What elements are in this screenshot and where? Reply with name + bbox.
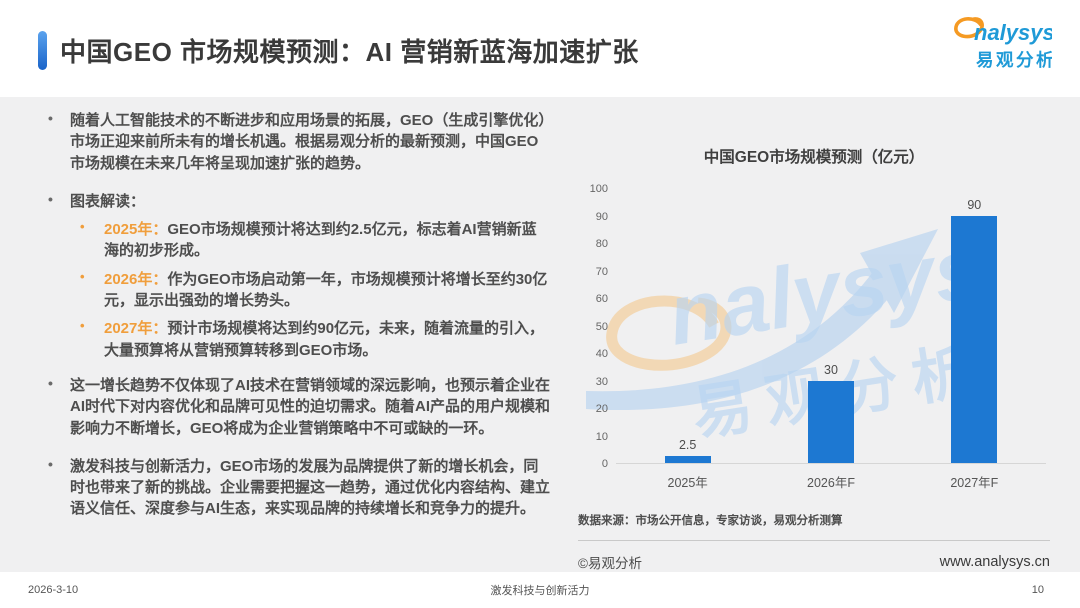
plot-area: 100 90 80 70 60 50 40 30 20 10 0 2.5 30 90 [590,183,1046,470]
sub-bullet-2026: • 2026年：作为GEO市场启动第一年，市场规模预计将增长至约30亿元，显示出… [68,269,550,312]
year-label: 2027年： [104,320,168,338]
y-axis: 100 90 80 70 60 50 40 30 20 10 0 [578,183,608,470]
sub-bullet-2027: • 2027年：预计市场规模将达到约90亿元，未来，随着流量的引入，大量预算将从… [68,318,550,361]
y-tick-label: 90 [595,210,608,223]
y-tick-label: 60 [595,293,608,305]
bullet-dot: • [48,374,53,391]
page-title: 中国GEO 市场规模预测：AI 营销新蓝海加速扩张 [60,37,639,67]
bar-value-label: 30 [824,362,838,377]
bullet-dot: • [48,110,53,126]
svg-text:nalysys: nalysys [974,20,1052,45]
bullet-paragraph: • 激发科技与创新活力，GEO市场的发展为品牌提供了新的增长机会，同时也带来了新… [38,456,550,520]
bullet-paragraph: • 这一增长趋势不仅体现了AI技术在营销领域的深远影响，也预示着企业在AI时代下… [38,375,550,439]
bullet-dot: • [48,455,53,472]
analysis-text-column: • 随着人工智能技术的不断进步和应用场景的拓展，GEO（生成引擎优化）市场正迎来… [38,110,550,537]
page-number: 10 [1031,584,1044,596]
footer-date: 2026-3-10 [28,584,79,596]
y-tick-label: 40 [595,348,608,360]
chart-title: 中国GEO市场规模预测（亿元） [703,149,925,166]
chart-footer-row: ©易观分析 www.analysys.cn [578,552,1050,572]
y-tick-label: 50 [595,320,608,333]
x-axis-labels: 2025年 2026年F 2027年F [616,472,1046,491]
y-tick-label: 30 [595,375,608,388]
y-tick-label: 100 [589,183,608,195]
x-tick-label: 2025年 [667,476,708,490]
bar-value-label: 2.5 [678,438,697,453]
header: 中国GEO 市场规模预测：AI 营销新蓝海加速扩张 nalysys 易观分析 [0,0,1080,97]
y-tick-label: 20 [595,403,608,415]
y-tick-label: 10 [595,430,608,443]
y-tick-label: 70 [595,265,608,278]
bar-group-2026: 30 [759,189,902,463]
footer-slogan: 激发科技与创新活力 [490,585,590,597]
bar-value-label: 90 [967,198,982,213]
bullet-dot: • [48,190,53,207]
sub-bullet-2025: • 2025年：GEO市场规模预计将达到约2.5亿元，标志着AI营销新蓝海的初步… [68,219,550,262]
bullet-text: 图表解读： [70,192,146,210]
sub-bullet-text: 作为GEO市场启动第一年，市场规模预计将增长至约30亿元，显示出强劲的增长势头。 [104,270,548,310]
bullet-dot: • [80,318,85,334]
bullet-dot: • [80,268,85,284]
copyright-label: ©易观分析 [578,556,642,571]
bullet-paragraph: • 图表解读： [38,191,550,212]
bullet-text: 激发科技与创新活力，GEO市场的发展为品牌提供了新的增长机会，同时也带来了新的挑… [70,457,551,518]
x-tick-label: 2027年F [950,476,999,490]
website-link[interactable]: www.analysys.cn [939,554,1050,570]
sub-bullet-text: GEO市场规模预计将达到约2.5亿元，标志着AI营销新蓝海的初步形成。 [104,221,537,260]
bullet-text: 这一增长趋势不仅体现了AI技术在营销领域的深远影响，也预示着企业在AI时代下对内… [70,376,551,437]
bar-2025 [664,456,711,463]
svg-text:易观分析: 易观分析 [976,50,1052,70]
y-tick-label: 0 [601,458,608,470]
bullet-text: 随着人工智能技术的不断进步和应用场景的拓展，GEO（生成引擎优化）市场正迎来前所… [70,112,546,172]
bullet-paragraph: • 随着人工智能技术的不断进步和应用场景的拓展，GEO（生成引擎优化）市场正迎来… [38,110,550,174]
title-accent-bar [38,31,47,70]
year-label: 2025年： [104,221,168,239]
data-source-note: 数据来源：市场公开信息，专家访谈，易观分析测算 [578,515,843,527]
chart-panel: 中国GEO市场规模预测（亿元） nalysys 易观分析 10090807060… [578,108,1050,572]
sub-bullet-text: 预计市场规模将达到约90亿元，未来，随着流量的引入，大量预算将从营销预算转移到G… [104,320,545,359]
chart-reading-sublist: • 2025年：GEO市场规模预计将达到约2.5亿元，标志着AI营销新蓝海的初步… [38,219,550,361]
divider-line [578,540,1050,541]
analysys-logo: nalysys 易观分析 [948,12,1055,87]
bar-2027 [951,216,998,463]
bullet-dot: • [80,219,85,235]
bar-group-2027: 90 [903,189,1046,463]
bar-2026 [807,380,854,463]
year-label: 2026年： [104,270,168,288]
bar-group-2025: 2.5 [616,189,759,463]
slide-footer: 2026-3-10 激发科技与创新活力 10 [0,572,1080,608]
analysys-logo-icon: nalysys 易观分析 [954,17,1055,70]
x-tick-label: 2026年F [807,476,855,490]
y-tick-label: 80 [595,238,608,250]
